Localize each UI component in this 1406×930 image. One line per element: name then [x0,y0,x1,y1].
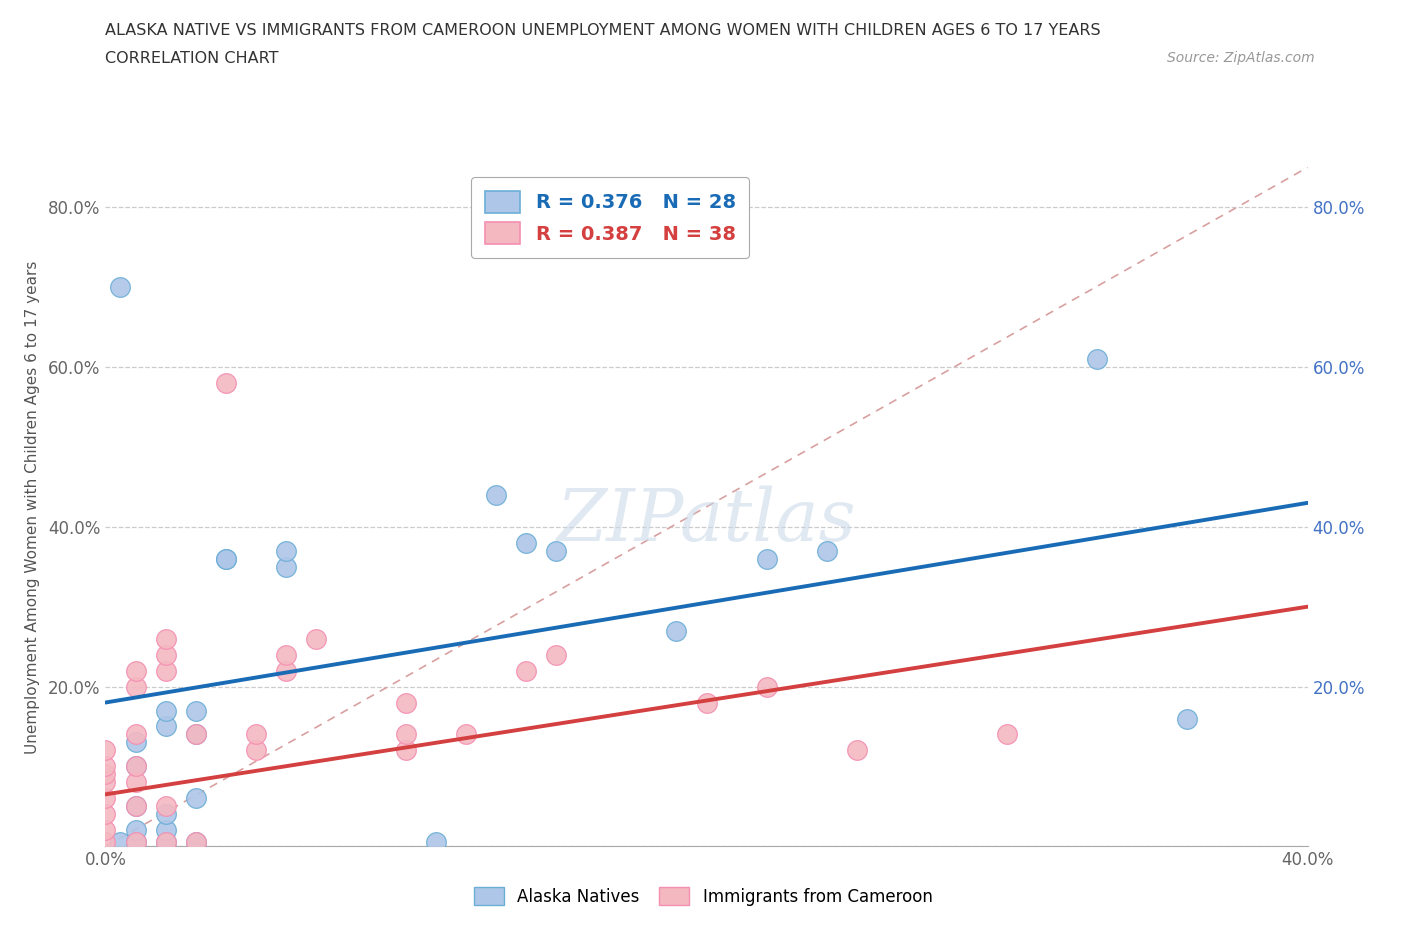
Point [245,727,267,742]
Point [124,835,146,850]
Point [155,719,177,734]
Point [485,487,508,502]
Point [305,631,328,646]
Point [94,743,117,758]
Point [155,823,177,838]
Point [214,551,236,566]
Text: ZIPatlas: ZIPatlas [557,485,856,556]
Point [1085,352,1108,366]
Point [110,280,132,295]
Text: CORRELATION CHART: CORRELATION CHART [105,51,278,66]
Point [454,727,477,742]
Point [245,743,267,758]
Point [94,807,117,822]
Point [995,727,1018,742]
Point [395,727,418,742]
Point [124,679,146,694]
Point [155,663,177,678]
Point [94,767,117,782]
Point [274,647,297,662]
Point [124,823,146,838]
Point [546,647,568,662]
Point [94,759,117,774]
Point [124,775,146,790]
Point [546,543,568,558]
Point [110,835,132,850]
Legend: Alaska Natives, Immigrants from Cameroon: Alaska Natives, Immigrants from Cameroon [467,881,939,912]
Y-axis label: Unemployment Among Women with Children Ages 6 to 17 years: Unemployment Among Women with Children A… [25,260,39,753]
Point [214,376,236,391]
Legend: R = 0.376   N = 28, R = 0.387   N = 38: R = 0.376 N = 28, R = 0.387 N = 38 [471,177,749,258]
Point [94,823,117,838]
Point [94,835,117,850]
Point [124,759,146,774]
Point [274,663,297,678]
Point [124,663,146,678]
Point [214,551,236,566]
Point [515,536,537,551]
Point [815,543,838,558]
Point [395,743,418,758]
Point [755,679,778,694]
Text: Source: ZipAtlas.com: Source: ZipAtlas.com [1167,51,1315,65]
Point [696,695,718,710]
Point [155,835,177,850]
Point [755,551,778,566]
Point [515,663,537,678]
Point [274,559,297,574]
Point [395,695,418,710]
Point [184,703,207,718]
Point [94,790,117,805]
Point [94,775,117,790]
Point [274,543,297,558]
Point [155,835,177,850]
Point [155,799,177,814]
Point [184,835,207,850]
Point [184,727,207,742]
Point [124,835,146,850]
Text: ALASKA NATIVE VS IMMIGRANTS FROM CAMEROON UNEMPLOYMENT AMONG WOMEN WITH CHILDREN: ALASKA NATIVE VS IMMIGRANTS FROM CAMEROO… [105,23,1101,38]
Point [184,835,207,850]
Point [124,759,146,774]
Point [845,743,868,758]
Point [124,727,146,742]
Point [155,631,177,646]
Point [184,727,207,742]
Point [124,799,146,814]
Point [155,807,177,822]
Point [155,647,177,662]
Point [124,799,146,814]
Point [184,790,207,805]
Point [1175,711,1198,726]
Point [665,623,688,638]
Point [425,835,447,850]
Point [155,703,177,718]
Point [124,735,146,750]
